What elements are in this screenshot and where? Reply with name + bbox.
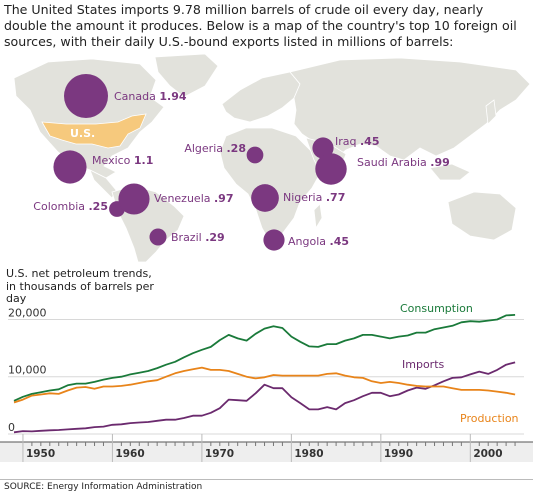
chart-ylabel: U.S. net petroleum trends, in thousands … [6,267,154,305]
bubble-country-venezuela: Venezuela [154,192,214,205]
bubble-value-nigeria: .77 [326,191,346,204]
bubble-saudi-arabia [315,153,347,185]
bubble-country-colombia: Colombia [33,200,88,213]
bubble-label-canada: Canada 1.94 [114,90,187,103]
series-lines [13,314,516,434]
source-divider [0,479,533,480]
bubble-label-angola: Angola .45 [288,235,349,248]
asia-shape [289,57,531,161]
japan-shape [485,99,497,125]
bubble-value-algeria: .28 [227,142,247,155]
bubble-label-nigeria: Nigeria .77 [283,191,345,204]
bubble-value-canada: 1.94 [159,90,186,103]
oil-source-bubbles: Canada 1.94 Mexico 1.1 Colombia .25 Venezue… [33,74,450,251]
bubble-algeria [246,146,264,164]
x-tick-1990: 1990 [384,448,413,460]
bubble-label-saudi-arabia: Saudi Arabia .99 [357,156,450,169]
bubble-value-brazil: .29 [205,231,225,244]
bubble-mexico [53,150,87,184]
map-landmasses [13,53,531,262]
bubble-canada [64,74,108,118]
bubble-value-colombia: .25 [89,200,109,213]
x-axis: 1950 1960 1970 1980 1990 2000 [0,434,533,462]
series-label-production: Production [460,412,519,425]
madagascar-shape [313,203,323,230]
y-tick-20000: 20,000 [8,306,47,319]
x-tick-1970: 1970 [205,448,234,460]
x-tick-1980: 1980 [294,448,323,460]
x-tick-1960: 1960 [115,448,144,460]
bubble-value-venezuela: .97 [214,192,234,205]
bubble-country-saudi-arabia: Saudi Arabia [357,156,430,169]
petroleum-trends-svg: 0 10,000 20,000 Consumption Imports Producti… [0,302,533,462]
bubble-label-iraq: Iraq .45 [335,135,380,148]
bubble-country-algeria: Algeria [184,142,226,155]
bubble-label-mexico: Mexico 1.1 [92,154,153,167]
x-tick-1950: 1950 [26,448,55,460]
greenland-shape [154,53,219,98]
y-tick-10000: 10,000 [8,364,47,377]
australia-shape [447,191,517,241]
bubble-country-mexico: Mexico [92,154,134,167]
southeast-asia-islands-shape [429,163,471,181]
bubble-label-algeria: Algeria .28 [184,142,246,155]
series-label-imports: Imports [402,358,445,371]
bubble-country-angola: Angola [288,235,330,248]
bubble-country-brazil: Brazil [171,231,205,244]
bubble-country-iraq: Iraq [335,135,360,148]
series-line-production [13,366,516,404]
source-note: SOURCE: Energy Information Administratio… [4,482,203,492]
bubble-value-angola: .45 [330,235,350,248]
series-line-consumption [13,314,516,402]
series-label-consumption: Consumption [400,302,473,315]
bubble-angola [263,229,285,251]
bubble-value-mexico: 1.1 [134,154,154,167]
petroleum-trends-chart: 0 10,000 20,000 Consumption Imports Producti… [0,262,533,482]
bubble-country-nigeria: Nigeria [283,191,326,204]
bubble-value-iraq: .45 [360,135,380,148]
africa-shape [219,127,323,243]
us-label: U.S. [70,127,95,140]
bubble-country-canada: Canada [114,90,159,103]
series-line-imports [13,361,516,434]
north-america-shape [13,58,165,179]
bubble-nigeria [251,184,279,212]
series-labels: Consumption Imports Production [400,302,519,425]
europe-shape [221,71,301,123]
intro-text: The United States imports 9.78 million b… [4,2,517,49]
world-map-svg: U.S. Canada 1.94 Mexico 1.1 Colombia .25 Ve… [13,53,531,262]
bubble-brazil [149,228,167,246]
x-axis-band [0,442,533,462]
bubble-iraq [312,137,334,159]
y-tick-labels: 0 10,000 20,000 [8,306,47,434]
bubble-venezuela [118,183,150,215]
central-america-shape [89,169,117,199]
bubble-label-venezuela: Venezuela .97 [154,192,233,205]
x-tick-2000: 2000 [473,448,502,460]
bubble-value-saudi-arabia: .99 [430,156,450,169]
bubble-label-brazil: Brazil .29 [171,231,225,244]
world-map: U.S. Canada 1.94 Mexico 1.1 Colombia .25 Ve… [0,52,533,262]
y-tick-0: 0 [8,421,15,434]
bubble-label-colombia: Colombia .25 [33,200,108,213]
us-highlight-shape [41,113,147,149]
